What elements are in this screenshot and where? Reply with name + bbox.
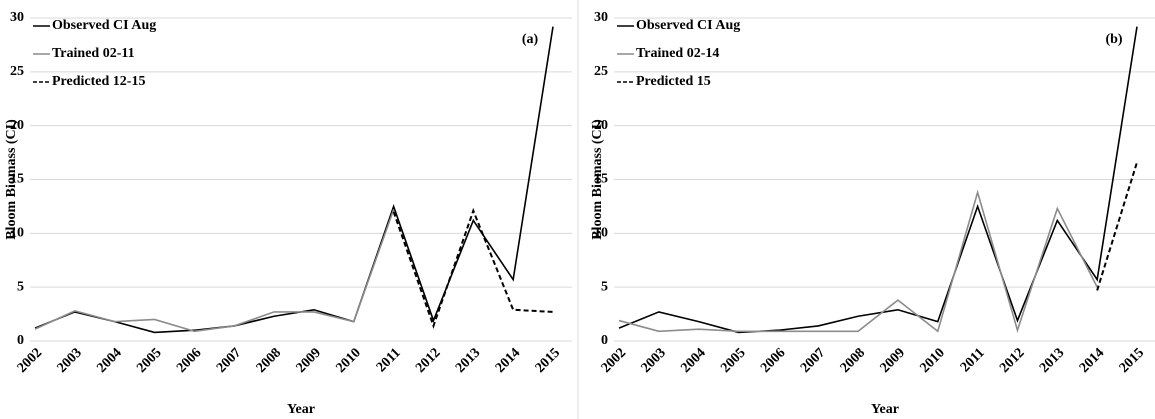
x-tick-label: 2013 <box>1037 345 1067 375</box>
x-tick-label: 2011 <box>374 345 404 375</box>
series-line <box>618 26 1138 334</box>
x-tick-label: 2008 <box>838 345 868 375</box>
x-tick-label: 2010 <box>333 345 363 375</box>
x-tick-label: 2015 <box>533 345 563 375</box>
y-axis-title: Bloom Biomass (CI) <box>4 119 19 240</box>
series-line <box>392 207 554 329</box>
x-tick-label: 2002 <box>15 345 45 375</box>
legend-label: Observed CI Aug <box>52 18 156 33</box>
panel-label: (b) <box>1105 32 1122 47</box>
x-tick-label: 2006 <box>174 345 204 375</box>
y-tick-label: 25 <box>10 64 24 79</box>
x-tick-label: 2013 <box>453 345 483 375</box>
x-tick-label: 2012 <box>413 345 443 375</box>
legend-label: Predicted 15 <box>636 74 711 89</box>
series-line <box>34 26 554 334</box>
legend-label: Predicted 12-15 <box>52 74 145 89</box>
x-tick-label: 2002 <box>599 345 629 375</box>
x-tick-label: 2004 <box>94 345 124 375</box>
x-tick-label: 2007 <box>214 345 244 375</box>
panel-label: (a) <box>522 32 539 47</box>
x-axis-title: Year <box>287 402 315 417</box>
y-tick-label: 15 <box>10 172 24 187</box>
legend-label: Observed CI Aug <box>636 18 740 33</box>
x-tick-label: 2014 <box>1077 345 1107 375</box>
y-axis-title: Bloom Biomass (CI) <box>590 119 605 240</box>
x-tick-label: 2006 <box>758 345 788 375</box>
x-tick-label: 2012 <box>997 345 1027 375</box>
x-tick-label: 2014 <box>493 345 523 375</box>
y-tick-label: 0 <box>17 333 24 348</box>
y-tick-label: 5 <box>601 279 608 294</box>
y-tick-label: 20 <box>10 118 24 133</box>
y-tick-label: 25 <box>594 64 608 79</box>
y-tick-label: 20 <box>594 118 608 133</box>
y-tick-label: 30 <box>10 10 24 25</box>
x-tick-label: 2009 <box>878 345 908 375</box>
x-tick-label: 2011 <box>958 345 988 375</box>
y-tick-label: 0 <box>601 333 608 348</box>
x-axis-title: Year <box>871 402 899 417</box>
x-tick-label: 2005 <box>718 345 748 375</box>
y-tick-label: 10 <box>10 226 24 241</box>
y-tick-label: 30 <box>594 10 608 25</box>
x-tick-label: 2003 <box>55 345 85 375</box>
legend-label: Trained 02-11 <box>52 46 135 61</box>
x-tick-label: 2008 <box>254 345 284 375</box>
y-tick-label: 15 <box>594 172 608 187</box>
x-tick-label: 2005 <box>134 345 164 375</box>
y-tick-label: 10 <box>594 226 608 241</box>
series-line <box>618 189 1098 333</box>
legend-label: Trained 02-14 <box>636 46 719 61</box>
x-tick-label: 2004 <box>678 345 708 375</box>
series-line <box>1096 161 1138 291</box>
x-tick-label: 2007 <box>798 345 828 375</box>
y-tick-label: 5 <box>17 279 24 294</box>
x-tick-label: 2015 <box>1117 345 1147 375</box>
series-line <box>34 209 395 333</box>
x-tick-label: 2010 <box>917 345 947 375</box>
x-tick-label: 2003 <box>639 345 669 375</box>
x-tick-label: 2009 <box>294 345 324 375</box>
